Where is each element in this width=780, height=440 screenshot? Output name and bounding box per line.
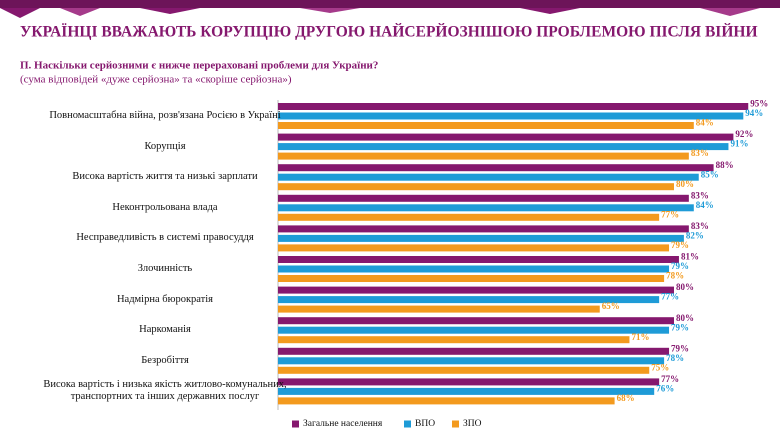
value-label: 83% [691, 221, 709, 231]
bar [278, 275, 665, 282]
legend-label: Загальне населення [303, 419, 383, 429]
bar [278, 378, 660, 386]
category-label: Корупція [144, 140, 186, 152]
value-label: 85% [701, 169, 719, 179]
category-label: Злочинність [137, 263, 193, 274]
category-label: Неконтрольована влада [112, 201, 218, 213]
value-label: 82% [686, 230, 704, 240]
value-label: 80% [676, 313, 694, 323]
decoration [0, 0, 780, 18]
bar [278, 366, 650, 374]
value-label: 79% [671, 261, 689, 271]
legend-swatch [452, 420, 459, 428]
bar [278, 397, 615, 405]
value-label: 95% [750, 99, 768, 109]
bar [278, 152, 689, 160]
value-label: 77% [661, 374, 679, 384]
category-label: Несправедливість в системі правосуддя [76, 232, 254, 244]
bar [278, 244, 670, 252]
value-label: 79% [671, 322, 689, 332]
value-label: 92% [735, 129, 753, 139]
value-label: 79% [671, 240, 689, 250]
value-label: 78% [666, 271, 684, 281]
bar [278, 286, 674, 294]
bar [278, 347, 670, 355]
legend-label: ВПО [415, 419, 435, 429]
value-label: 68% [617, 393, 635, 403]
bar [278, 296, 660, 304]
category-label: Безробіття [141, 354, 189, 366]
bar [278, 225, 689, 233]
legend-label: ЗПО [463, 419, 482, 429]
bar [278, 103, 749, 110]
value-label: 77% [661, 209, 679, 219]
value-label: 83% [691, 148, 709, 158]
value-label: 65% [602, 301, 620, 311]
bar [278, 256, 679, 263]
bar [278, 122, 694, 129]
bar [278, 265, 670, 273]
bar [278, 357, 665, 365]
legend-swatch [404, 420, 411, 428]
value-label: 78% [666, 353, 684, 363]
bar [278, 194, 689, 202]
bar [278, 133, 734, 141]
bar [278, 326, 670, 334]
value-label: 91% [730, 139, 748, 149]
bar [278, 305, 600, 313]
value-label: 81% [681, 252, 699, 262]
value-label: 79% [671, 343, 689, 353]
category-label: Наркоманія [139, 324, 191, 336]
chart-title: УКРАЇНЦІ ВВАЖАЮТЬ КОРУПЦІЮ ДРУГОЮ НАЙСЕР… [20, 24, 758, 41]
bar [278, 317, 674, 325]
bar [278, 143, 729, 151]
value-label: 76% [656, 383, 674, 393]
bar [278, 173, 699, 181]
bar [278, 204, 694, 212]
value-label: 80% [676, 179, 694, 189]
subtitle: П. Наскільки серйозними є нижче перерахо… [20, 60, 378, 72]
bar [278, 164, 714, 172]
bar [278, 387, 655, 395]
bar [278, 183, 674, 191]
legend-swatch [292, 420, 299, 428]
value-label: 80% [676, 282, 694, 292]
bar [278, 336, 630, 344]
category-label: Повномасштабна війна, розв'язана Росією … [49, 110, 281, 121]
bar [278, 213, 660, 221]
bar [278, 112, 744, 120]
note: (сума відповідей «дуже серйозна» та «ско… [20, 74, 292, 86]
category-label: Висока вартість і низька якість житлово-… [43, 379, 287, 403]
value-label: 84% [696, 200, 714, 210]
bar [278, 234, 684, 242]
value-label: 88% [716, 160, 734, 170]
value-label: 83% [691, 190, 709, 200]
category-label: Висока вартість життя та низькі зарплати [72, 171, 258, 183]
value-label: 94% [745, 108, 763, 118]
value-label: 71% [631, 332, 649, 342]
value-label: 77% [661, 292, 679, 302]
category-label: Надмірна бюрократія [116, 293, 214, 305]
value-label: 75% [651, 362, 669, 372]
value-label: 84% [696, 118, 714, 128]
